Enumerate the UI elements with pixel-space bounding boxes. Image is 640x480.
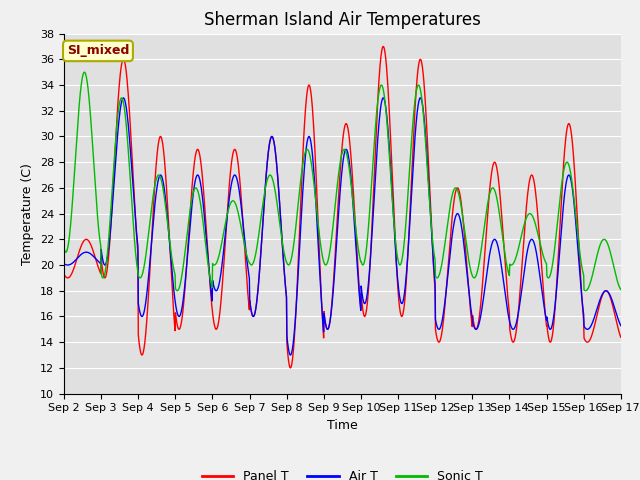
Panel T (170, 318, 178, 324)
Sonic T (184, 222, 192, 228)
Air T (617, 323, 625, 328)
Panel T (246, 301, 254, 307)
Title: Sherman Island Air Temperatures: Sherman Island Air Temperatures (204, 11, 481, 29)
Panel T (380, 44, 387, 49)
Sonic T (502, 257, 509, 263)
Air T (246, 301, 254, 307)
Air T (380, 95, 387, 101)
Sonic T (617, 287, 625, 292)
Line: Air T: Air T (64, 98, 621, 355)
Sonic T (81, 69, 88, 75)
Sonic T (246, 262, 254, 267)
Sonic T (551, 242, 559, 248)
Air T (184, 249, 191, 255)
Panel T (287, 365, 294, 371)
Sonic T (60, 245, 68, 251)
Panel T (60, 271, 68, 277)
Sonic T (429, 243, 437, 249)
Sonic T (582, 288, 589, 294)
Panel T (429, 264, 437, 269)
Panel T (617, 335, 625, 340)
Air T (287, 352, 294, 358)
Air T (502, 299, 510, 305)
Air T (170, 291, 178, 297)
Panel T (184, 244, 191, 250)
Text: SI_mixed: SI_mixed (67, 44, 129, 58)
Line: Panel T: Panel T (64, 47, 621, 368)
Air T (60, 261, 68, 267)
Line: Sonic T: Sonic T (64, 72, 621, 291)
Panel T (502, 276, 510, 282)
Air T (429, 261, 437, 266)
Sonic T (171, 270, 179, 276)
Panel T (552, 300, 559, 306)
Y-axis label: Temperature (C): Temperature (C) (22, 163, 35, 264)
Air T (552, 299, 559, 305)
Legend: Panel T, Air T, Sonic T: Panel T, Air T, Sonic T (196, 465, 488, 480)
X-axis label: Time: Time (327, 419, 358, 432)
